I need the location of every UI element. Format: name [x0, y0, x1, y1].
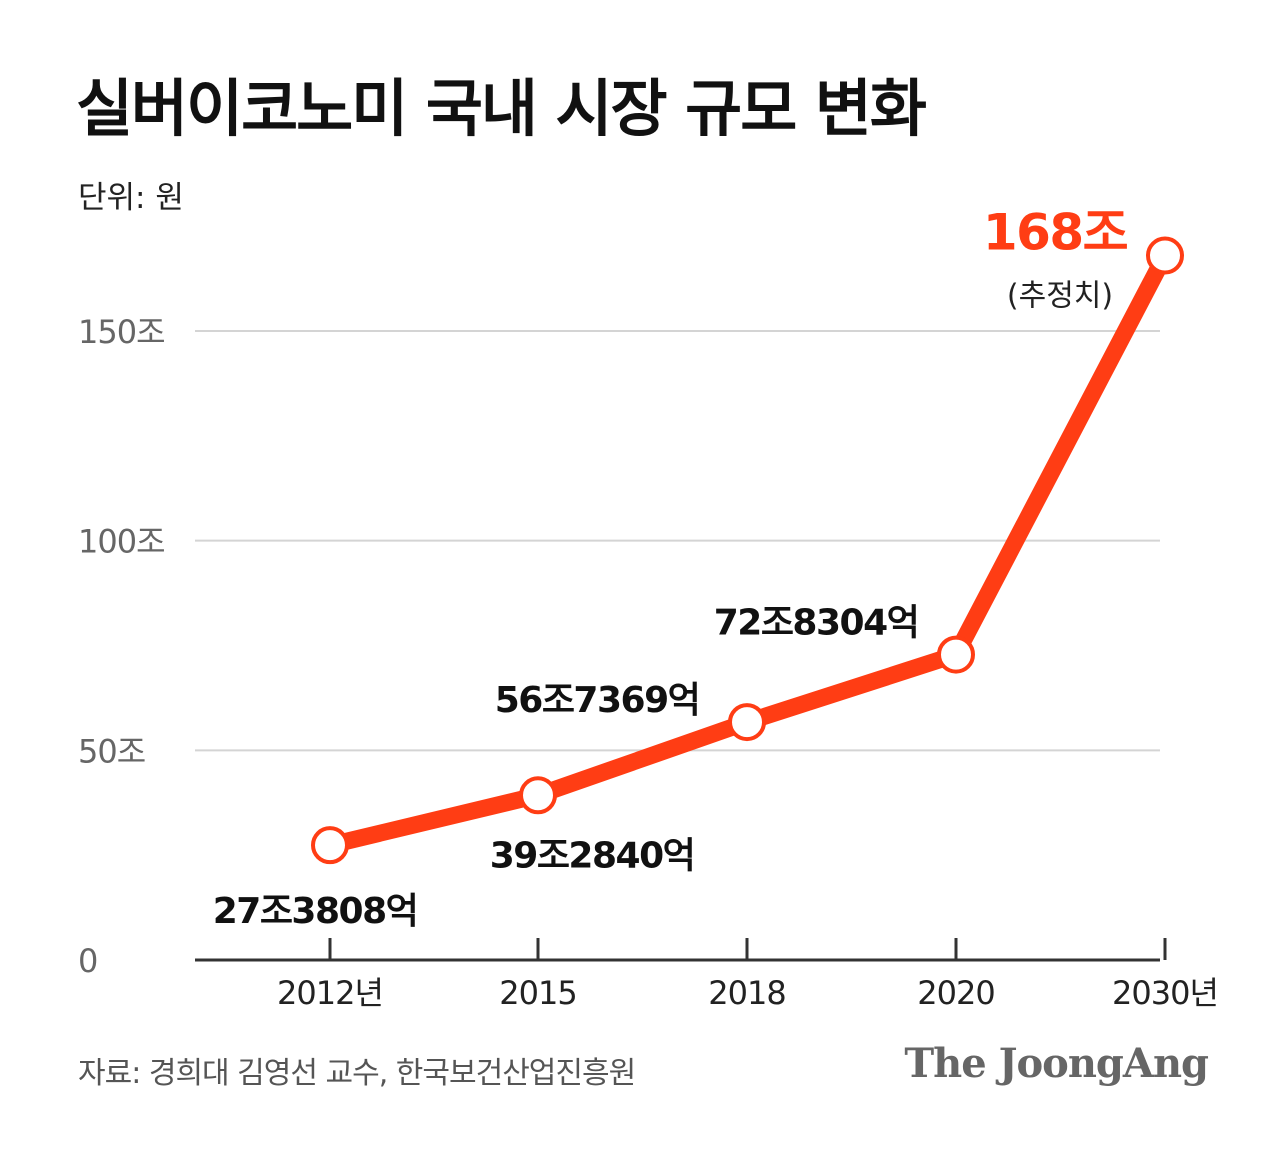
brand-logo: The JoongAng [904, 1040, 1209, 1087]
x-tick-label: 2018 [708, 974, 785, 1012]
y-tick-label: 100조 [78, 523, 165, 561]
y-tick-label: 50조 [78, 732, 145, 770]
data-label: 39조2840억 [490, 835, 695, 876]
data-label: 72조8304억 [714, 603, 919, 644]
x-tick-label: 2030년 [1112, 974, 1218, 1012]
x-tick-label: 2020 [917, 974, 994, 1012]
data-point [311, 826, 349, 865]
chart-title: 실버이코노미 국내 시장 규모 변화 [76, 72, 927, 145]
data-point [728, 703, 766, 742]
x-tick-label: 2015 [499, 974, 576, 1012]
data-point [937, 635, 975, 674]
estimate-note: (추정치) [1007, 279, 1113, 314]
source-note: 자료: 경희대 김영선 교수, 한국보건산업진흥원 [78, 1056, 636, 1091]
data-point [1146, 236, 1184, 275]
data-label: 27조3808억 [213, 891, 418, 932]
unit-label: 단위: 원 [78, 180, 184, 216]
data-label-highlight: 168조 [983, 204, 1128, 262]
y-axis-tick-labels: 0 50조 100조 150조 [78, 313, 166, 980]
data-labels: 27조3808억 39조2840억 56조7369억 72조8304억 168조 (추정치… [213, 204, 1129, 933]
x-tick-label: 2012년 [277, 974, 383, 1012]
y-tick-label: 0 [78, 942, 97, 980]
x-axis-tick-labels: 2012년 2015 2018 2020 2030년 [277, 974, 1219, 1012]
series-line-path [321, 247, 1174, 854]
x-axis [195, 938, 1167, 962]
data-point [519, 776, 557, 815]
y-tick-label: 150조 [78, 313, 165, 351]
data-points [311, 236, 1184, 865]
series-line [321, 247, 1174, 854]
data-label: 56조7369억 [495, 680, 700, 721]
